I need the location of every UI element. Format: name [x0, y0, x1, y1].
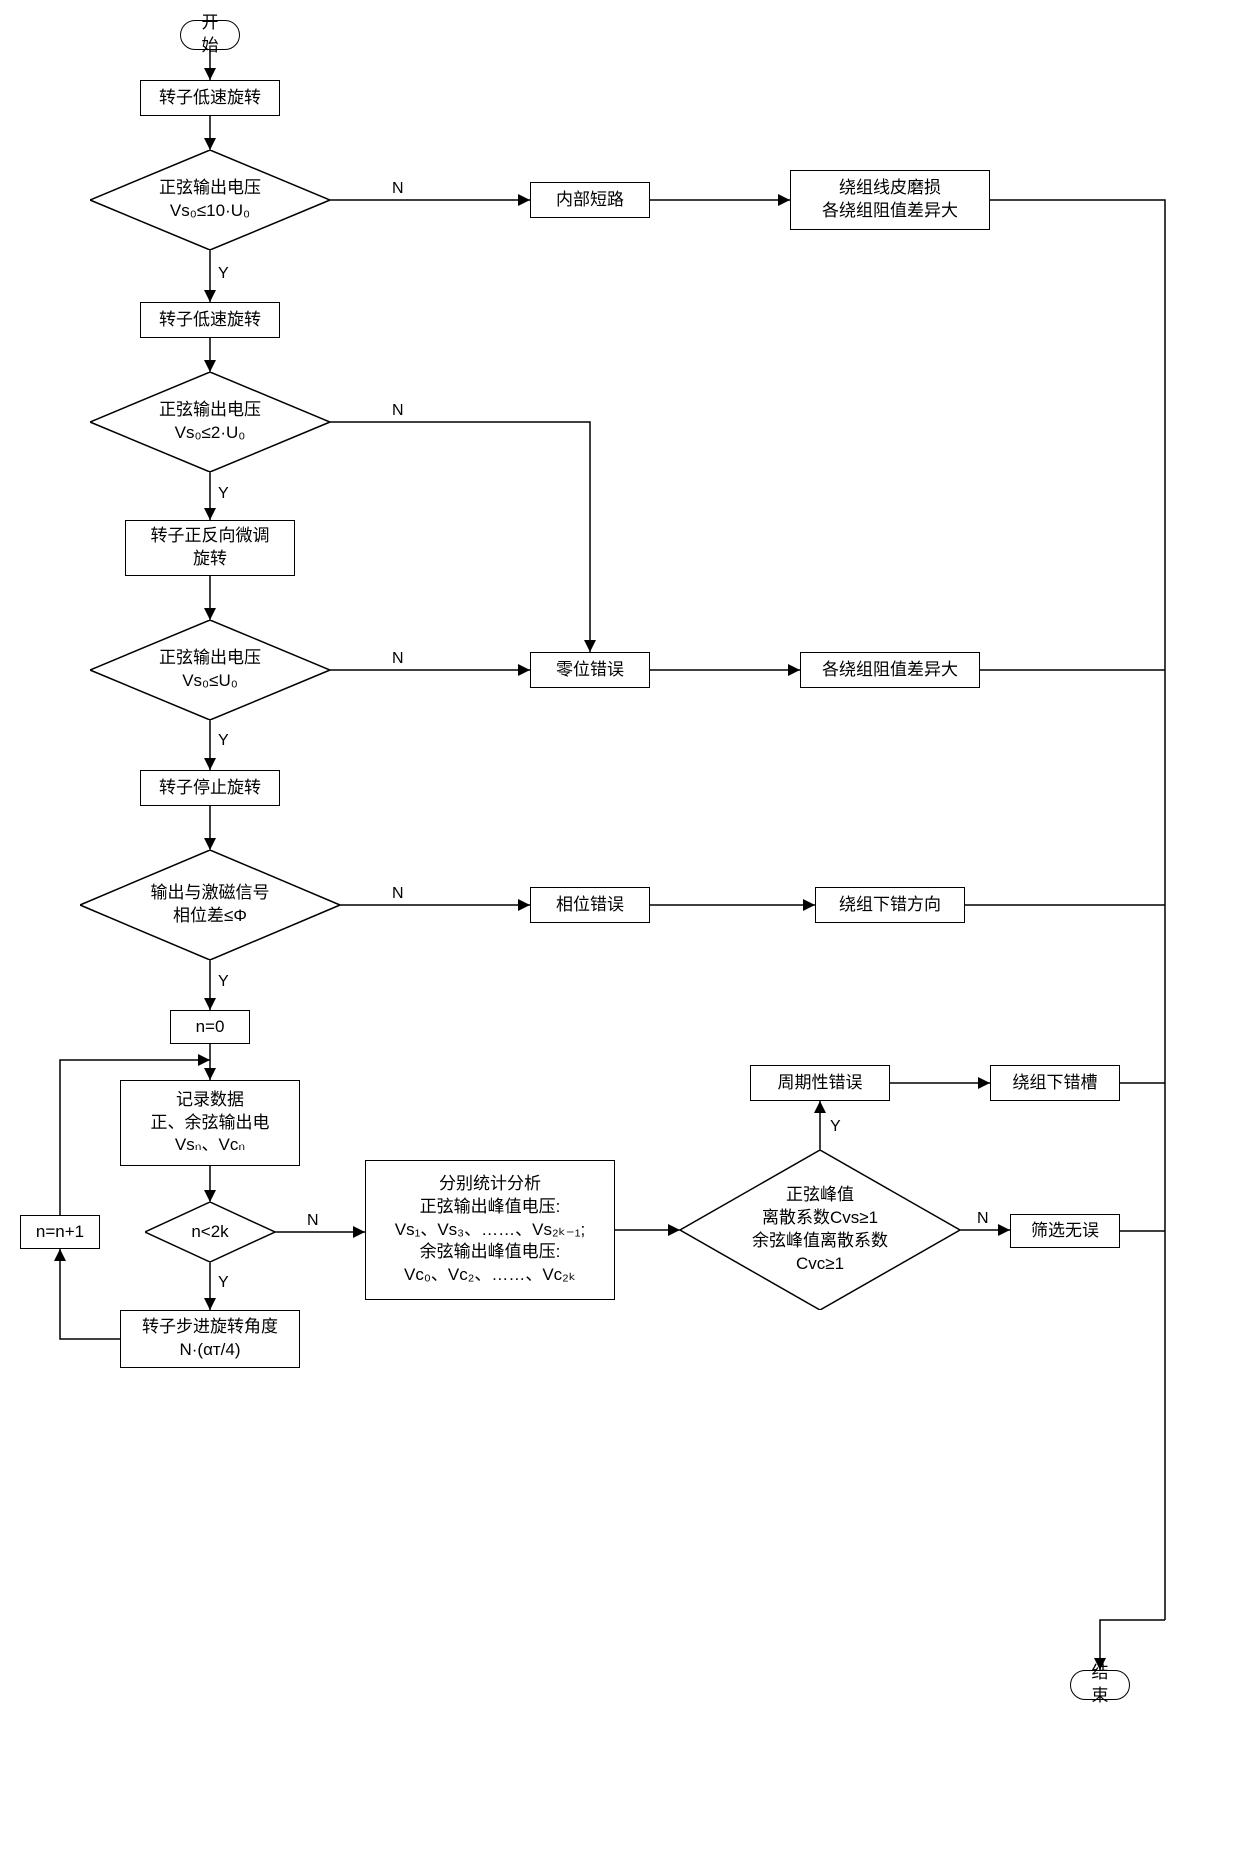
edge-y: Y: [216, 485, 231, 503]
l3: 余弦峰值离散系数: [752, 1230, 888, 1253]
l2: 旋转: [151, 548, 270, 571]
process-b6: 记录数据 正、余弦输出电 Vsₙ、Vcₙ: [120, 1080, 300, 1166]
edge-n: N: [975, 1210, 991, 1228]
process-b7: 转子步进旋转角度 N·(αᴛ/4): [120, 1310, 300, 1368]
text: 转子停止旋转: [159, 777, 261, 800]
process-c1: 绕组线皮磨损 各绕组阻值差异大: [790, 170, 990, 230]
text: n=0: [196, 1016, 225, 1039]
edge-n: N: [305, 1212, 321, 1230]
process-ok: 筛选无误: [1010, 1214, 1120, 1248]
terminal-start: 开始: [180, 20, 240, 50]
process-r1: 内部短路: [530, 182, 650, 218]
edge-n: N: [390, 180, 406, 198]
text: 零位错误: [556, 659, 624, 682]
process-r3: 零位错误: [530, 652, 650, 688]
text: 周期性错误: [778, 1072, 863, 1095]
flowchart: 开始 转子低速旋转 正弦输出电压 Vs₀≤10·U₀ 内部短路 绕组线皮磨损 各…: [20, 20, 1220, 1840]
l5: Vc₀、Vc₂、……、Vc₂ₖ: [395, 1264, 585, 1287]
decision-d6: 正弦峰值 离散系数Cvs≥1 余弦峰值离散系数 Cvc≥1: [680, 1150, 960, 1310]
text: n=n+1: [36, 1221, 84, 1244]
process-c4: 绕组下错方向: [815, 887, 965, 923]
edge-y: Y: [828, 1118, 843, 1136]
l2: N·(αᴛ/4): [142, 1339, 278, 1362]
text: 内部短路: [556, 189, 624, 212]
l2: 各绕组阻值差异大: [822, 200, 958, 223]
l2: 正弦输出峰值电压:: [395, 1196, 585, 1219]
process-stats: 分别统计分析 正弦输出峰值电压: Vs₁、Vs₃、……、Vs₂ₖ₋₁; 余弦输出…: [365, 1160, 615, 1300]
process-r6: 周期性错误: [750, 1065, 890, 1101]
l1: 绕组线皮磨损: [822, 177, 958, 200]
l2: 相位差≤Φ: [151, 905, 270, 928]
process-b3: 转子正反向微调 旋转: [125, 520, 295, 576]
decision-d4: 输出与激磁信号 相位差≤Φ: [80, 850, 340, 960]
l1: 转子正反向微调: [151, 525, 270, 548]
decision-d2: 正弦输出电压 Vs₀≤2·U₀: [90, 372, 330, 472]
l3: Vsₙ、Vcₙ: [151, 1134, 270, 1157]
edge-y: Y: [216, 265, 231, 283]
edge-y: Y: [216, 732, 231, 750]
edge-n: N: [390, 402, 406, 420]
process-b5: n=0: [170, 1010, 250, 1044]
edge-y: Y: [216, 1274, 231, 1292]
terminal-end: 结束: [1070, 1670, 1130, 1700]
decision-d3: 正弦输出电压 Vs₀≤U₀: [90, 620, 330, 720]
decision-d1: 正弦输出电压 Vs₀≤10·U₀: [90, 150, 330, 250]
l4: Cvc≥1: [752, 1253, 888, 1276]
process-c6: 绕组下错槽: [990, 1065, 1120, 1101]
l1: 分别统计分析: [395, 1173, 585, 1196]
text: 绕组下错槽: [1013, 1072, 1098, 1095]
l2: Vs₀≤2·U₀: [159, 422, 261, 445]
text: 转子低速旋转: [159, 309, 261, 332]
line1: 正弦输出电压: [159, 177, 261, 200]
text: 各绕组阻值差异大: [822, 659, 958, 682]
line2: Vs₀≤10·U₀: [159, 200, 261, 223]
text: 绕组下错方向: [839, 894, 941, 917]
label: 结束: [1085, 1662, 1115, 1708]
l4: 余弦输出峰值电压:: [395, 1241, 585, 1264]
process-b1: 转子低速旋转: [140, 80, 280, 116]
process-inc: n=n+1: [20, 1215, 100, 1249]
process-r4: 相位错误: [530, 887, 650, 923]
l2: 离散系数Cvs≥1: [752, 1207, 888, 1230]
edge-y: Y: [216, 973, 231, 991]
text: 筛选无误: [1031, 1220, 1099, 1243]
process-b4: 转子停止旋转: [140, 770, 280, 806]
process-b2: 转子低速旋转: [140, 302, 280, 338]
l3: Vs₁、Vs₃、……、Vs₂ₖ₋₁;: [395, 1219, 585, 1242]
text: n<2k: [191, 1222, 228, 1241]
l1: 正弦输出电压: [159, 399, 261, 422]
l1: 转子步进旋转角度: [142, 1316, 278, 1339]
l1: 记录数据: [151, 1089, 270, 1112]
l2: 正、余弦输出电: [151, 1112, 270, 1135]
l2: Vs₀≤U₀: [159, 670, 261, 693]
edge-n: N: [390, 885, 406, 903]
label: 开始: [195, 12, 225, 58]
process-c3: 各绕组阻值差异大: [800, 652, 980, 688]
l1: 输出与激磁信号: [151, 882, 270, 905]
decision-d5: n<2k: [145, 1202, 275, 1262]
l1: 正弦峰值: [752, 1184, 888, 1207]
edge-n: N: [390, 650, 406, 668]
text: 转子低速旋转: [159, 87, 261, 110]
text: 相位错误: [556, 894, 624, 917]
l1: 正弦输出电压: [159, 647, 261, 670]
